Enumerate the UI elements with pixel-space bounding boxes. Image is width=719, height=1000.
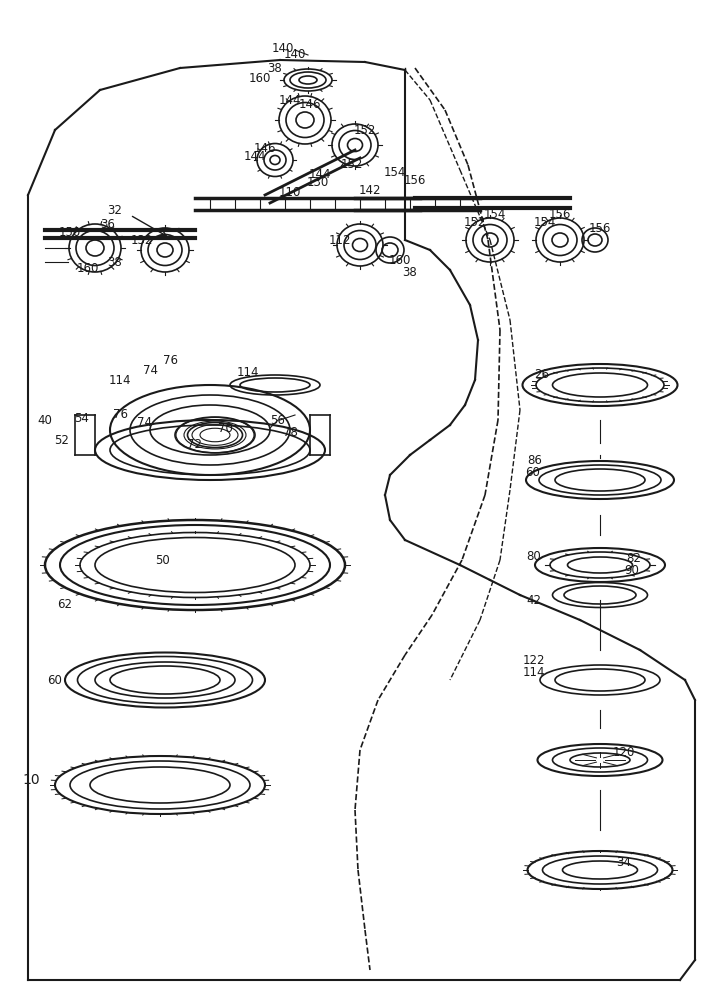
- Text: 154: 154: [384, 165, 406, 178]
- Text: 114: 114: [523, 666, 545, 678]
- Text: 54: 54: [75, 412, 89, 424]
- Text: 156: 156: [589, 222, 611, 234]
- Text: 146: 146: [299, 99, 321, 111]
- Text: 38: 38: [267, 62, 283, 75]
- Text: 60: 60: [47, 674, 63, 686]
- Text: 114: 114: [237, 365, 260, 378]
- Text: 52: 52: [55, 434, 70, 446]
- Text: 144: 144: [244, 150, 266, 163]
- Text: 82: 82: [626, 552, 641, 564]
- Text: 160: 160: [77, 261, 99, 274]
- Text: 156: 156: [404, 174, 426, 186]
- Text: 160: 160: [249, 72, 271, 85]
- Text: 150: 150: [59, 226, 81, 238]
- Text: 130: 130: [307, 176, 329, 188]
- Text: 160: 160: [389, 253, 411, 266]
- Text: 86: 86: [528, 454, 542, 466]
- Text: 114: 114: [109, 373, 132, 386]
- Text: 144: 144: [279, 94, 301, 106]
- Text: 74: 74: [142, 363, 157, 376]
- Text: 156: 156: [549, 209, 571, 222]
- Text: 120: 120: [613, 746, 635, 758]
- Text: 26: 26: [534, 368, 549, 381]
- Text: 152: 152: [464, 216, 486, 229]
- Text: 62: 62: [58, 598, 73, 611]
- Text: 90: 90: [625, 564, 639, 576]
- Text: 132: 132: [131, 233, 153, 246]
- Text: 112: 112: [329, 233, 352, 246]
- Text: 10: 10: [22, 773, 40, 787]
- Text: 140: 140: [272, 41, 294, 54]
- Text: 110: 110: [279, 186, 301, 198]
- Text: 78: 78: [283, 426, 298, 438]
- Text: 38: 38: [108, 255, 122, 268]
- Text: 140: 140: [284, 48, 306, 62]
- Text: 60: 60: [526, 466, 541, 479]
- Text: 154: 154: [484, 209, 506, 222]
- Text: 50: 50: [155, 554, 170, 566]
- Text: 74: 74: [137, 416, 152, 428]
- Text: 32: 32: [108, 204, 122, 217]
- Text: 80: 80: [526, 550, 541, 564]
- Text: 146: 146: [254, 141, 276, 154]
- Text: 34: 34: [617, 856, 631, 868]
- Text: 142: 142: [359, 184, 381, 196]
- Text: 152: 152: [341, 158, 363, 172]
- Text: 38: 38: [403, 265, 417, 278]
- Text: 42: 42: [526, 593, 541, 606]
- Text: 36: 36: [101, 219, 116, 232]
- Text: 76: 76: [162, 354, 178, 366]
- Text: 70: 70: [218, 422, 232, 434]
- Text: 122: 122: [523, 654, 545, 666]
- Text: 152: 152: [354, 123, 376, 136]
- Text: 72: 72: [188, 438, 203, 452]
- Text: 40: 40: [37, 414, 52, 426]
- Text: 76: 76: [112, 408, 127, 422]
- Text: 56: 56: [270, 414, 285, 426]
- Text: 154: 154: [533, 216, 557, 229]
- Text: 144: 144: [308, 168, 331, 182]
